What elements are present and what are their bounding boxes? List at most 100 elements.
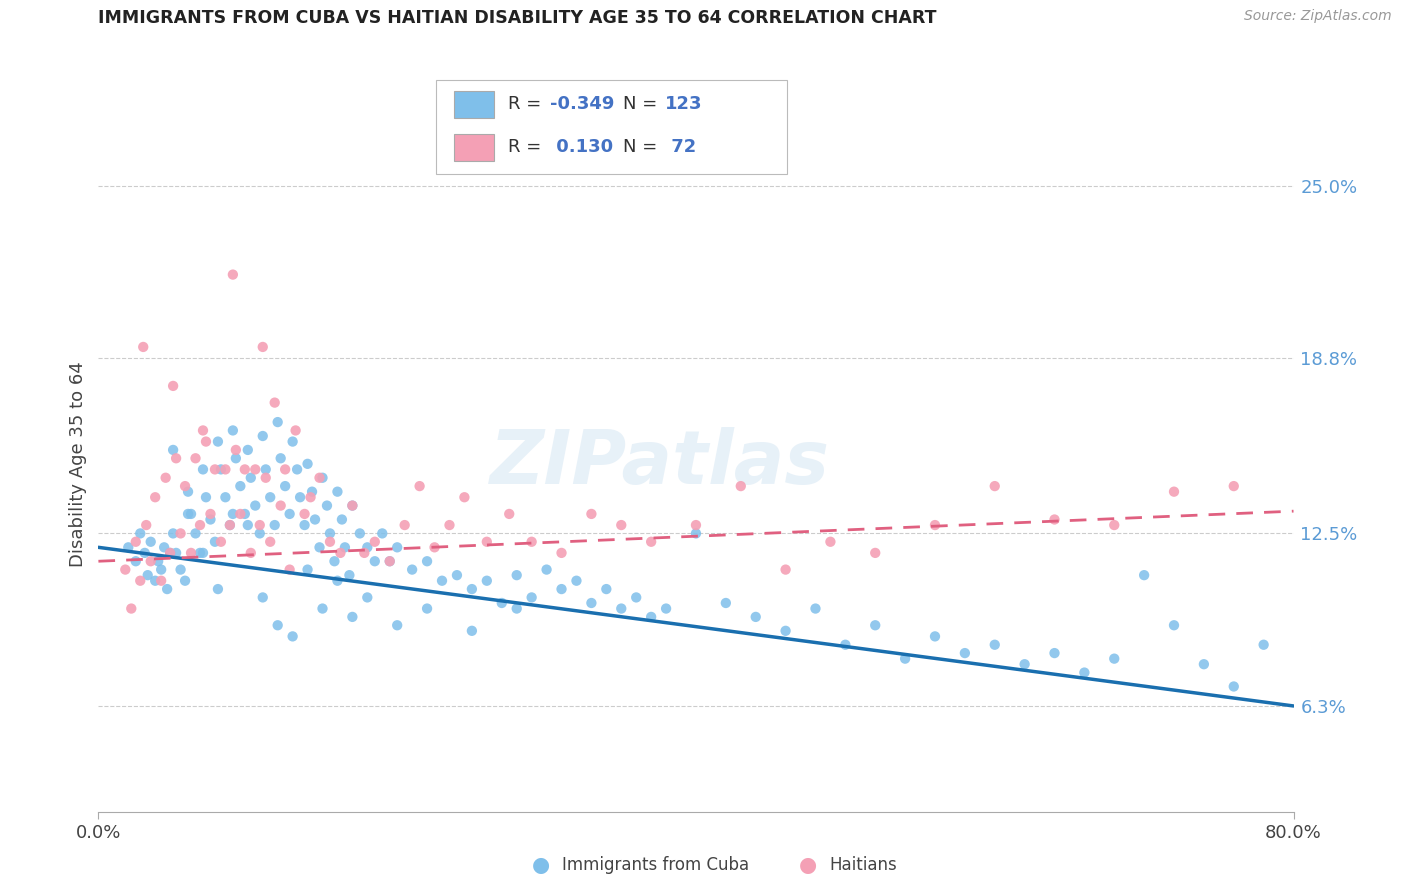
Point [1163,618,1185,632]
Point [294,507,316,521]
Point [1163,484,1185,499]
Point [595,582,617,596]
Point [834,638,856,652]
Point [191,546,214,560]
Point [249,526,271,541]
Point [139,554,162,568]
Point [143,574,166,588]
Point [378,554,401,568]
Point [188,518,211,533]
Point [174,574,197,588]
Point [239,546,262,560]
Point [461,624,484,638]
Point [285,462,308,476]
Point [685,526,707,541]
Point [326,484,349,499]
Point [385,541,409,555]
Point [184,451,207,466]
Point [150,574,173,588]
Point [1073,665,1095,680]
Point [139,534,162,549]
Point [117,541,139,555]
Point [222,507,245,521]
Point [924,518,946,533]
Point [329,546,352,560]
Text: ●: ● [533,855,550,875]
Point [143,490,166,504]
Point [294,518,316,533]
Point [364,534,387,549]
Text: IMMIGRANTS FROM CUBA VS HAITIAN DISABILITY AGE 35 TO 64 CORRELATION CHART: IMMIGRANTS FROM CUBA VS HAITIAN DISABILI… [98,9,936,27]
Point [1223,680,1246,694]
Point [1043,646,1066,660]
Point [252,429,274,443]
Point [153,541,176,555]
Text: R =: R = [508,95,547,113]
Point [416,601,439,615]
Point [475,574,498,588]
Text: 72: 72 [665,138,696,156]
Point [446,568,468,582]
Point [254,462,277,476]
Point [225,451,247,466]
Text: R =: R = [508,138,547,156]
Point [1104,651,1126,665]
Point [169,563,191,577]
Point [204,534,226,549]
Point [520,534,543,549]
Point [378,554,401,568]
Point [195,434,218,449]
Point [239,471,262,485]
Point [311,601,333,615]
Point [209,462,232,476]
Point [308,541,330,555]
Point [1014,657,1036,672]
Point [626,591,648,605]
Point [214,490,236,504]
Point [207,582,229,596]
Point [316,499,339,513]
Point [162,526,184,541]
Point [233,462,256,476]
Point [214,462,236,476]
Point [245,462,267,476]
Point [1104,518,1126,533]
Point [132,340,155,354]
Point [610,601,633,615]
Point [267,415,290,429]
Point [249,518,271,533]
Point [1253,638,1275,652]
Point [730,479,752,493]
Point [299,490,322,504]
Point [301,484,323,499]
Point [342,610,364,624]
Point [225,442,247,457]
Point [134,546,156,560]
Point [775,624,797,638]
Point [326,574,349,588]
Point [506,568,529,582]
Point [308,471,330,485]
Text: N =: N = [623,95,662,113]
Point [191,462,214,476]
Point [342,499,364,513]
Point [430,574,453,588]
Point [820,534,842,549]
Point [236,442,259,457]
Point [1223,479,1246,493]
Point [323,554,346,568]
Point [371,526,394,541]
Point [536,563,558,577]
Point [655,601,678,615]
Text: ZIPatlas: ZIPatlas [491,427,830,500]
Point [364,554,387,568]
Point [333,541,356,555]
Point [129,574,152,588]
Point [565,574,588,588]
Point [349,526,371,541]
Point [129,526,152,541]
Point [401,563,423,577]
Point [319,526,342,541]
Point [263,518,285,533]
Point [207,434,229,449]
